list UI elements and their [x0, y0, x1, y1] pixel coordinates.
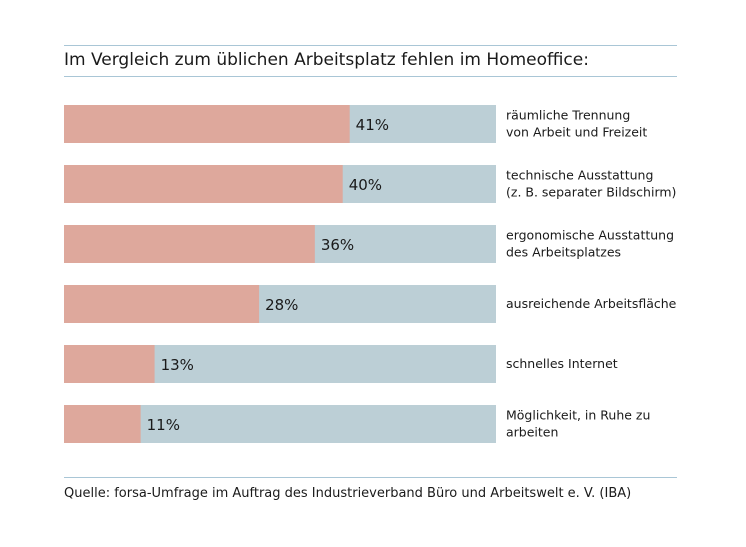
top-rule-upper [64, 45, 677, 46]
bar-value-6 [64, 405, 141, 443]
category-label-2-line-1: technische Ausstattung [506, 168, 653, 183]
value-label-4: 28% [265, 296, 298, 314]
category-label-2-line-2: (z. B. separater Bildschirm) [506, 185, 676, 200]
bottom-rule [64, 477, 677, 478]
category-label-3-line-1: ergonomische Ausstattung [506, 228, 674, 243]
value-label-3: 36% [321, 236, 354, 254]
category-label-5: schnelles Internet [506, 356, 618, 371]
category-label-6-line-2: arbeiten [506, 425, 558, 440]
bar-value-2 [64, 165, 343, 203]
category-label-3-line-2: des Arbeitsplatzes [506, 245, 621, 260]
chart-title: Im Vergleich zum üblichen Arbeitsplatz f… [64, 50, 589, 70]
source-note: Quelle: forsa-Umfrage im Auftrag des Ind… [64, 486, 632, 501]
value-label-2: 40% [349, 176, 382, 194]
bar-value-5 [64, 345, 155, 383]
bar-value-4 [64, 285, 260, 323]
category-label-6-line-1: Möglichkeit, in Ruhe zu [506, 408, 650, 423]
top-rule-lower [64, 76, 677, 77]
value-label-6: 11% [147, 416, 180, 434]
value-label-1: 41% [356, 116, 389, 134]
category-label-1-line-2: von Arbeit und Freizeit [506, 125, 647, 140]
category-label-1-line-1: räumliche Trennung [506, 108, 630, 123]
value-label-5: 13% [161, 356, 194, 374]
category-label-4: ausreichende Arbeitsfläche [506, 296, 677, 311]
bar-value-3 [64, 225, 315, 263]
bar-value-1 [64, 105, 350, 143]
